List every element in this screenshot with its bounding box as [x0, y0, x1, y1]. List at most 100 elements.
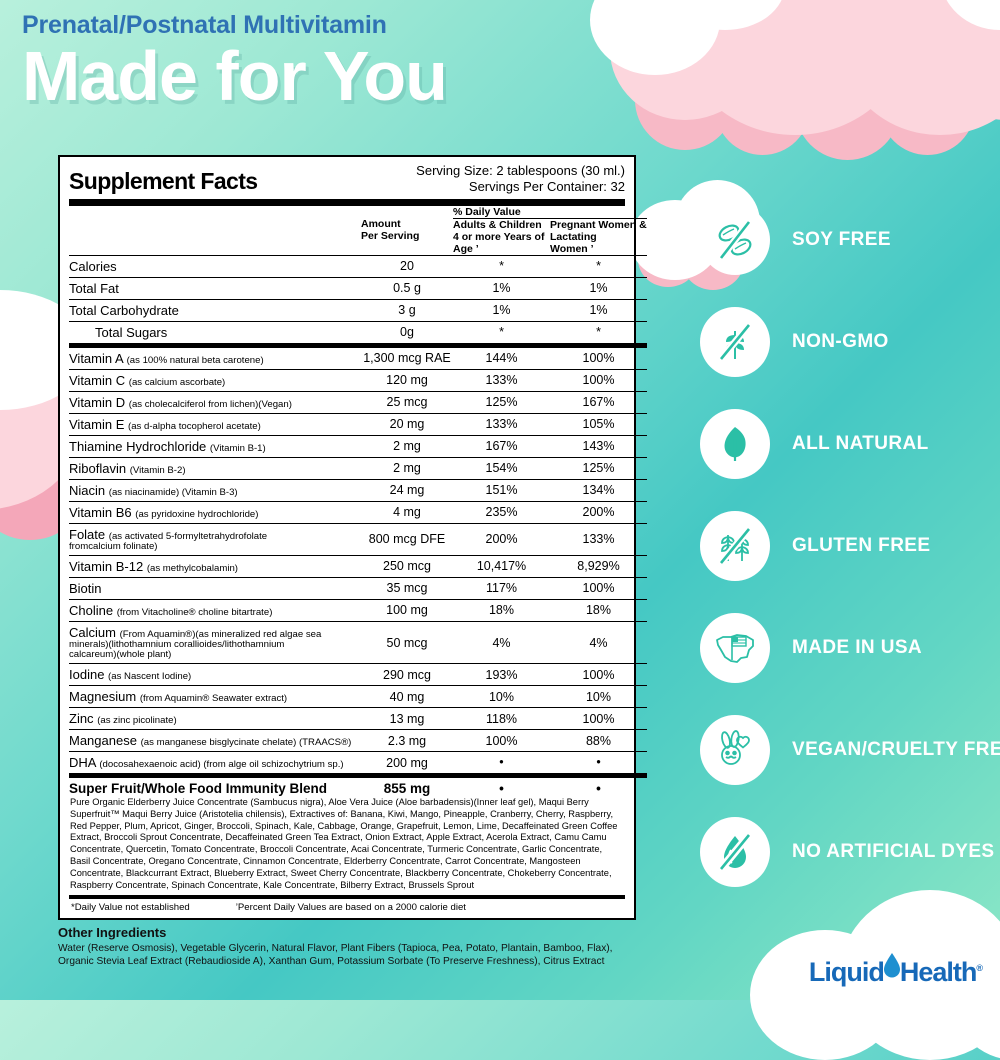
- gluten-free-icon: [700, 511, 770, 581]
- blend-dv1: •: [499, 780, 504, 796]
- row-dv1: 10%: [453, 685, 550, 708]
- row-name: Manganese (as manganese bisglycinate che…: [69, 729, 361, 752]
- row-name: Vitamin A (as 100% natural beta carotene…: [69, 350, 264, 366]
- row-dv2: 100%: [550, 663, 648, 686]
- row-amount: 2.3 mg: [361, 729, 453, 752]
- non-gmo-icon: [700, 307, 770, 377]
- row-dv2: 100%: [550, 707, 648, 730]
- row-dv2: *: [550, 254, 648, 278]
- row-dv1: 10,417%: [453, 554, 550, 578]
- row-amount: 24 mg: [361, 478, 453, 502]
- row-name: Folate (as activated 5-formyltetrahydrof…: [69, 522, 361, 556]
- supplement-facts-header: Supplement Facts Serving Size: 2 tablesp…: [69, 163, 625, 195]
- blend-row: Super Fruit/Whole Food Immunity Blend 85…: [69, 778, 647, 796]
- brand-logo-part2: Health: [899, 957, 978, 987]
- badge-vegan-cruelty-free: VEGAN/CRUELTY FREE: [700, 706, 1000, 794]
- row-dv2: 10%: [550, 685, 648, 708]
- hero-eyebrow: Prenatal/Postnatal Multivitamin: [22, 11, 387, 39]
- other-ingredients-block: Other Ingredients Water (Reserve Osmosis…: [58, 925, 648, 968]
- row-dv1: 118%: [453, 707, 550, 730]
- row-dv2: 100%: [582, 351, 615, 366]
- row-dv2: 18%: [550, 598, 648, 622]
- soy-free-icon: [700, 205, 770, 275]
- row-name: Biotin: [69, 576, 361, 600]
- row-dv1: 193%: [453, 663, 550, 686]
- row-dv1: 144%: [485, 351, 518, 366]
- table-row: Vitamin A (as 100% natural beta carotene…: [69, 348, 647, 370]
- col-header-pregnant-lactating: Pregnant Women & Lactating Women ’: [550, 218, 647, 255]
- table-row: Vitamin D (as cholecalciferol from liche…: [69, 390, 648, 414]
- badge-made-in-usa: MADE IN USA: [700, 604, 1000, 692]
- table-row: Calcium (From Aquamin®)(as mineralized r…: [69, 620, 648, 664]
- no-artificial-dyes-icon: [700, 817, 770, 887]
- brand-logo-tm: ®: [976, 963, 983, 973]
- table-row: Vitamin C (as calcium ascorbate) 120 mg …: [69, 368, 648, 392]
- blend-ingredient-list: Pure Organic Elderberry Juice Concentrat…: [70, 797, 618, 890]
- divider-thick-vitamins: [69, 342, 648, 348]
- badge-label: GLUTEN FREE: [792, 535, 931, 556]
- divider-thick-blend: [69, 773, 648, 779]
- row-dv1: *: [453, 254, 550, 278]
- row-dv1: 125%: [453, 390, 550, 414]
- row-name: Vitamin B-12 (as methylcobalamin): [69, 554, 361, 578]
- table-row: Riboflavin (Vitamin B-2) 2 mg 154% 125%: [69, 456, 648, 480]
- vegan-cruelty-free-icon: [700, 715, 770, 785]
- row-name: Total Fat: [69, 276, 361, 300]
- brand-logo-part1: Liquid: [808, 957, 885, 987]
- row-dv1: 151%: [453, 478, 550, 502]
- row-dv2: •: [550, 751, 648, 774]
- table-row: Vitamin E (as d-alpha tocopherol acetate…: [69, 412, 648, 436]
- cloud-top-right: [590, 0, 1000, 160]
- badge-no-artificial-dyes: NO ARTIFICIAL DYES: [700, 808, 1000, 896]
- row-dv2: 105%: [550, 412, 648, 436]
- col-header-adults-children: Adults & Children 4 or more Years of Age…: [453, 218, 545, 255]
- other-ingredients-body: Water (Reserve Osmosis), Vegetable Glyce…: [58, 943, 613, 968]
- row-amount: 40 mg: [361, 685, 453, 708]
- row-amount: 800 mcg DFE: [361, 522, 453, 556]
- table-row: Choline (from Vitacholine® choline bitar…: [69, 598, 648, 622]
- row-name: Calcium (From Aquamin®)(as mineralized r…: [69, 620, 361, 664]
- table-row: Folate (as activated 5-formyltetrahydrof…: [69, 522, 648, 556]
- row-dv1: •: [453, 751, 550, 774]
- row-dv1: 117%: [453, 576, 550, 600]
- row-name: Total Sugars: [69, 320, 361, 343]
- table-row: Vitamin B6 (as pyridoxine hydrochloride)…: [69, 500, 648, 524]
- row-dv2: 88%: [550, 729, 648, 752]
- row-amount: 290 mcg: [361, 663, 453, 686]
- brand-logo-text: Liquid Health®: [808, 951, 983, 988]
- row-dv2: 125%: [550, 456, 648, 480]
- table-row: Total Sugars 0g * *: [69, 320, 648, 343]
- row-name: Iodine (as Nascent Iodine): [69, 663, 361, 686]
- row-dv1: *: [453, 320, 550, 343]
- all-natural-icon: [700, 409, 770, 479]
- hero-headline: Made for You: [22, 36, 448, 115]
- table-row: Total Carbohydrate 3 g 1% 1%: [69, 298, 648, 322]
- footnote-percent-daily-values: ’Percent Daily Values are based on a 200…: [235, 902, 466, 914]
- row-dv2: 143%: [550, 434, 648, 458]
- row-amount: 100 mg: [361, 598, 453, 622]
- table-row: Magnesium (from Aquamin® Seawater extrac…: [69, 685, 648, 708]
- servings-per-container: Servings Per Container: 32: [468, 178, 625, 194]
- table-row: Manganese (as manganese bisglycinate che…: [69, 729, 648, 752]
- badge-list: SOY FREE NON-GMO ALL NATURAL: [700, 196, 1000, 910]
- table-row: Biotin 35 mcg 117% 100%: [69, 576, 648, 600]
- row-amount: 0g: [361, 320, 453, 343]
- row-amount: 35 mcg: [361, 576, 453, 600]
- divider-thick-top: [69, 198, 625, 206]
- row-amount: 2 mg: [361, 434, 453, 458]
- row-name: Calories: [69, 254, 361, 278]
- badge-label: VEGAN/CRUELTY FREE: [792, 739, 1000, 760]
- blend-name: Super Fruit/Whole Food Immunity Blend: [69, 781, 327, 797]
- row-name: Thiamine Hydrochloride (Vitamin B-1): [69, 434, 361, 458]
- made-in-usa-icon: [700, 613, 770, 683]
- row-dv1: 154%: [453, 456, 550, 480]
- row-dv2: 134%: [550, 478, 648, 502]
- row-dv2: 133%: [550, 522, 648, 556]
- row-dv1: 235%: [453, 500, 550, 524]
- row-amount: 3 g: [361, 298, 453, 322]
- brand-logo: Liquid Health®: [808, 951, 983, 988]
- serving-size: Serving Size: 2 tablespoons (30 ml.): [416, 163, 625, 178]
- row-name: Total Carbohydrate: [69, 298, 361, 322]
- footnotes: *Daily Value not established ’Percent Da…: [69, 895, 625, 914]
- row-dv2: 167%: [550, 390, 648, 414]
